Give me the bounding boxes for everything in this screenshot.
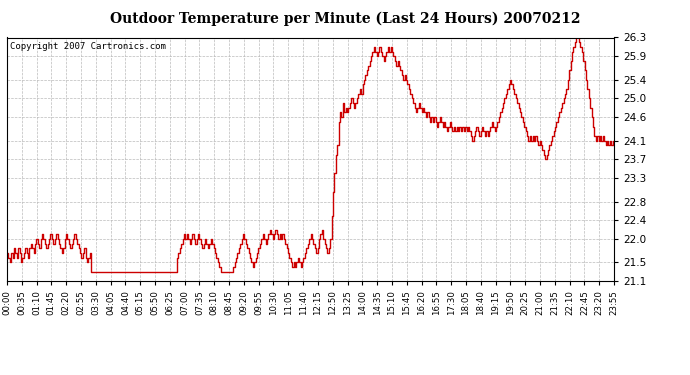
Text: Outdoor Temperature per Minute (Last 24 Hours) 20070212: Outdoor Temperature per Minute (Last 24 … bbox=[110, 11, 580, 26]
Text: Copyright 2007 Cartronics.com: Copyright 2007 Cartronics.com bbox=[10, 42, 166, 51]
